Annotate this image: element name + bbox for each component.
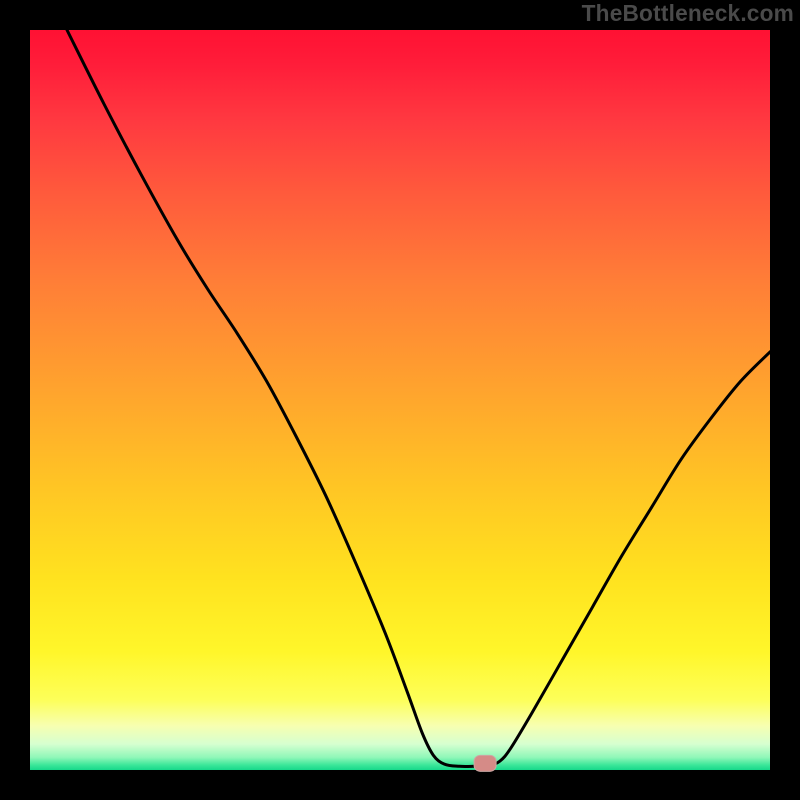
chart-container: TheBottleneck.com [0,0,800,800]
bottleneck-line-chart [0,0,800,800]
chart-plot-background [30,30,770,770]
watermark-text: TheBottleneck.com [582,0,794,27]
optimal-marker [474,755,496,771]
